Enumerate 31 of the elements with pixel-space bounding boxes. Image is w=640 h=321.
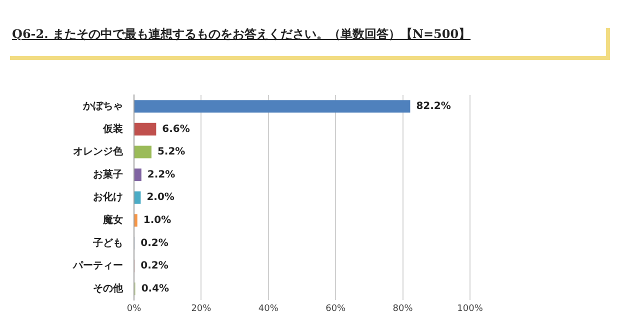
x-tick-label: 60% [326, 304, 346, 314]
y-tick-label: 仮装 [102, 122, 124, 135]
data-label: 1.0% [143, 214, 172, 226]
y-tick-label: かぼちゃ [82, 100, 123, 112]
x-tick-label: 80% [392, 304, 414, 314]
data-label: 5.2% [157, 146, 186, 158]
bar [134, 122, 156, 136]
x-tick-label: 0% [126, 304, 142, 314]
y-tick-label: その他 [93, 282, 124, 294]
bar [134, 100, 410, 113]
data-label: 0.2% [140, 238, 168, 249]
x-tick-label: 100% [457, 304, 484, 314]
bar [134, 191, 141, 204]
y-tick-label: 子ども [92, 236, 123, 249]
data-label: 2.0% [146, 192, 174, 204]
x-tick-label: 40% [258, 304, 279, 314]
y-tick-label: 魔女 [102, 214, 123, 226]
data-label: 82.2% [416, 100, 451, 112]
data-label: 6.6% [162, 124, 190, 135]
y-tick-label: お化け [93, 191, 123, 204]
data-label: 0.4% [141, 283, 170, 294]
chart-title: Q6-2. またその中で最も連想するものをお答えください。（単数回答）【N=500】 [12, 26, 471, 43]
y-tick-label: お菓子 [93, 168, 123, 180]
bar [134, 214, 138, 227]
y-tick-label: パーティー [72, 260, 123, 272]
bar [134, 168, 142, 182]
x-tick-label: 20% [191, 304, 212, 314]
data-label: 2.2% [147, 169, 176, 180]
y-tick-label: オレンジ色 [73, 146, 124, 158]
data-label: 0.2% [140, 260, 168, 272]
bar [134, 146, 152, 158]
